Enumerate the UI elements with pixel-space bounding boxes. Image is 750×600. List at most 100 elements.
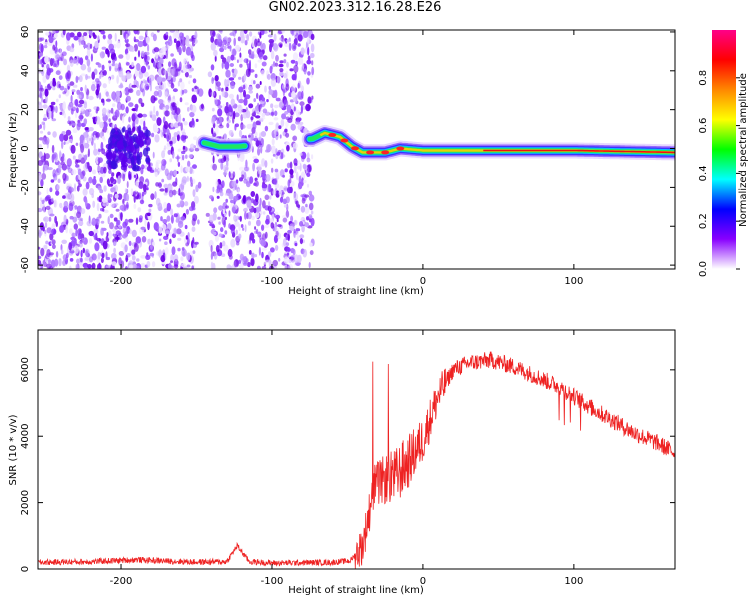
noise-speck (284, 264, 288, 269)
noise-speck (132, 191, 137, 195)
noise-speck (61, 51, 67, 57)
x-tick-label: -100 (261, 276, 284, 287)
noise-speck (209, 223, 215, 227)
noise-speck (56, 98, 59, 103)
noise-speck (185, 38, 190, 47)
noise-speck (61, 239, 67, 244)
noise-speck (68, 265, 72, 269)
noise-speck (279, 37, 283, 41)
noise-speck (297, 57, 304, 65)
noise-speck (66, 32, 71, 41)
noise-speck (239, 177, 243, 182)
noise-speck (107, 230, 112, 240)
noise-speck (151, 241, 156, 246)
noise-speck (193, 34, 197, 39)
noise-speck (49, 213, 55, 217)
noise-speck (109, 222, 114, 230)
noise-speck (302, 248, 308, 258)
noise-speck (66, 83, 71, 89)
x-tick-label: 0 (420, 576, 426, 587)
noise-blob (118, 153, 125, 161)
noise-speck (217, 184, 220, 194)
noise-speck (304, 205, 310, 214)
noise-speck (95, 89, 99, 96)
noise-speck (218, 158, 223, 164)
noise-speck (272, 133, 275, 139)
noise-speck (38, 229, 42, 239)
noise-speck (261, 97, 266, 102)
noise-speck (115, 208, 120, 212)
noise-speck (280, 118, 285, 127)
ridge-hotspot (366, 150, 375, 155)
noise-speck (244, 166, 249, 172)
noise-speck (141, 83, 145, 89)
noise-speck (169, 238, 172, 244)
noise-speck (99, 51, 105, 59)
noise-speck (164, 110, 170, 117)
noise-speck (253, 182, 257, 186)
noise-speck (135, 217, 139, 225)
noise-speck (179, 78, 183, 83)
noise-speck (83, 101, 88, 109)
noise-speck (140, 226, 146, 230)
noise-speck (66, 158, 72, 167)
noise-speck (67, 116, 71, 121)
noise-speck (65, 129, 72, 136)
noise-speck (225, 102, 229, 107)
noise-speck (184, 201, 189, 207)
noise-speck (293, 158, 298, 166)
noise-speck (228, 129, 234, 137)
noise-speck (260, 69, 265, 76)
noise-speck (275, 122, 280, 131)
noise-speck (187, 160, 191, 168)
noise-speck (51, 111, 54, 120)
noise-speck (205, 212, 210, 217)
noise-speck (169, 140, 173, 145)
noise-speck (271, 145, 276, 154)
noise-speck (58, 83, 61, 88)
noise-speck (148, 208, 152, 213)
noise-speck (191, 178, 196, 185)
noise-speck (50, 259, 56, 269)
noise-speck (163, 201, 168, 209)
noise-speck (238, 76, 242, 80)
noise-speck (160, 216, 163, 222)
noise-speck (243, 84, 246, 90)
noise-speck (301, 224, 305, 233)
noise-speck (177, 237, 182, 241)
noise-speck (290, 215, 294, 223)
noise-speck (116, 75, 119, 84)
noise-speck (55, 105, 58, 114)
noise-speck (46, 263, 52, 269)
colorbar-tick-label: 0.4 (698, 165, 709, 181)
noise-speck (47, 131, 51, 135)
noise-speck (192, 78, 197, 84)
noise-speck (195, 118, 199, 122)
noise-blob (122, 126, 126, 132)
noise-speck (286, 252, 290, 256)
noise-speck (242, 227, 245, 231)
noise-speck (274, 168, 279, 173)
noise-speck (61, 131, 66, 135)
noise-speck (260, 131, 267, 137)
noise-speck (310, 33, 315, 41)
noise-speck (173, 254, 179, 262)
noise-speck (101, 64, 105, 71)
noise-speck (267, 184, 270, 193)
noise-speck (38, 246, 41, 250)
noise-speck (66, 164, 71, 170)
noise-speck (179, 32, 184, 39)
noise-speck (40, 155, 47, 163)
noise-speck (293, 45, 296, 50)
noise-speck (88, 30, 93, 36)
noise-speck (170, 253, 175, 263)
noise-speck (92, 178, 97, 186)
noise-speck (289, 168, 294, 175)
noise-speck (120, 103, 125, 111)
noise-speck (93, 148, 98, 156)
noise-speck (189, 38, 194, 42)
noise-speck (290, 123, 296, 131)
noise-speck (281, 84, 286, 90)
noise-speck (243, 97, 248, 106)
noise-speck (120, 212, 123, 221)
